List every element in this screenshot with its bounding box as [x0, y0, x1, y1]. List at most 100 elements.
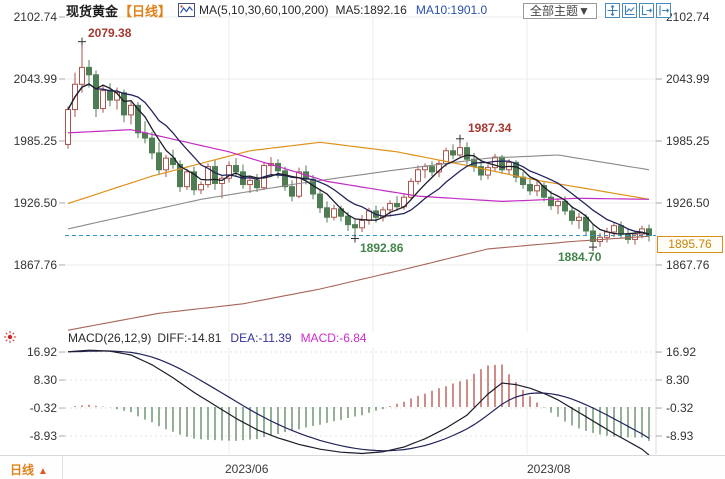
candle-body[interactable] [65, 109, 71, 145]
candle-body[interactable] [254, 179, 260, 189]
timeline-bar: 日线 ▲ 2023/06 2023/08 [0, 455, 725, 479]
price-axis-label: 2102.74 [14, 10, 58, 24]
candle-body[interactable] [352, 224, 358, 229]
candle-body[interactable] [289, 186, 295, 197]
candle-body[interactable] [541, 185, 547, 198]
candle-body[interactable] [156, 152, 162, 171]
candle-body[interactable] [100, 90, 106, 110]
price-axis-label: 1926.50 [14, 196, 58, 210]
candle-body[interactable] [184, 171, 190, 188]
period-tab[interactable]: 日线 ▲ [10, 461, 48, 478]
jump-latest-icon[interactable] [656, 3, 671, 18]
timeline-separator [62, 456, 63, 479]
candle-body[interactable] [121, 92, 127, 116]
candle-body[interactable] [457, 147, 463, 156]
candle-body[interactable] [345, 215, 351, 226]
last-price-badge: 1895.76 [657, 236, 723, 253]
candle-body[interactable] [450, 150, 456, 156]
axis-scale-icon[interactable] [622, 3, 637, 18]
candle-body[interactable] [548, 196, 554, 207]
ma5-line [67, 83, 650, 236]
candle-body[interactable] [611, 225, 617, 233]
scroll-right-icon[interactable] [639, 3, 654, 18]
candle-body[interactable] [324, 207, 330, 218]
price-axis-label: 1867.76 [666, 258, 710, 272]
candle-body[interactable] [618, 225, 624, 235]
macd-diff-line [67, 349, 650, 456]
macd-axis-label: -0.32 [666, 401, 694, 415]
candle-body[interactable] [247, 179, 253, 186]
x-axis-label: 2023/08 [527, 462, 571, 476]
candle-body[interactable] [464, 147, 470, 160]
macd-axis-label: 8.30 [34, 373, 58, 387]
ma30-line [67, 129, 650, 203]
candle-body[interactable] [499, 156, 505, 171]
theme-dropdown-button[interactable]: 全部主题▼ [523, 3, 597, 19]
candle-body[interactable] [394, 203, 400, 208]
candle-body[interactable] [485, 167, 491, 176]
price-axis-label: 2043.99 [666, 72, 710, 86]
macd-hist-value: MACD:-6.84 [300, 331, 367, 345]
candle-body[interactable] [590, 230, 596, 243]
macd-axis-label: 16.92 [27, 345, 57, 359]
candle-body[interactable] [86, 66, 92, 76]
macd-diff-value: DIFF:-14.81 [157, 331, 222, 345]
symbol-name: 现货黄金 [66, 3, 119, 19]
high-price-annotation: 1987.34 [468, 121, 512, 135]
macd-axis-label: -8.93 [30, 429, 58, 443]
candle-body[interactable] [79, 66, 85, 85]
chart-toolbar [603, 3, 671, 18]
period-tag: 【日线】 [119, 3, 172, 19]
candle-body[interactable] [282, 170, 288, 188]
candle-body[interactable] [128, 104, 134, 116]
ma10-value: MA10:1901.0 [415, 3, 488, 17]
candle-body[interactable] [331, 208, 337, 218]
candle-body[interactable] [177, 163, 183, 188]
candle-body[interactable] [555, 200, 561, 207]
candle-body[interactable] [576, 216, 582, 221]
candle-body[interactable] [415, 169, 421, 182]
candle-body[interactable] [387, 203, 393, 211]
candle-body[interactable] [422, 166, 428, 171]
low-price-annotation: 1892.86 [360, 241, 404, 255]
candle-body[interactable] [478, 166, 484, 176]
candle-body[interactable] [513, 161, 519, 178]
candle-body[interactable] [212, 166, 218, 184]
candle-body[interactable] [408, 180, 414, 198]
candle-body[interactable] [135, 104, 141, 134]
candle-body[interactable] [93, 74, 99, 110]
candle-body[interactable] [149, 137, 155, 154]
candle-body[interactable] [562, 200, 568, 212]
macd-dea-value: DEA:-11.39 [230, 331, 292, 345]
indicator-settings-icon[interactable] [3, 330, 17, 344]
candle-body[interactable] [226, 165, 232, 179]
candle-body[interactable] [170, 157, 176, 165]
candle-body[interactable] [163, 157, 169, 171]
line-chart-icon[interactable] [178, 3, 196, 17]
macd-axis-label: 16.92 [666, 345, 696, 359]
candle-body[interactable] [534, 185, 540, 192]
candle-body[interactable] [107, 90, 113, 101]
ma200-line [67, 235, 650, 331]
candle-body[interactable] [625, 233, 631, 240]
ma10-line [67, 83, 650, 235]
candle-body[interactable] [583, 216, 589, 232]
candle-body[interactable] [198, 184, 204, 191]
candle-body[interactable] [429, 166, 435, 173]
macd-axis-label: -0.32 [30, 401, 58, 415]
candle-body[interactable] [569, 210, 575, 221]
crosshair-pan-icon[interactable] [605, 3, 620, 18]
price-axis-label: 1867.76 [14, 258, 58, 272]
period-tab-label: 日线 [10, 463, 35, 477]
candle-body[interactable] [317, 193, 323, 209]
candle-body[interactable] [359, 219, 365, 229]
candle-body[interactable] [527, 184, 533, 192]
candle-body[interactable] [233, 165, 239, 173]
candle-body[interactable] [191, 171, 197, 191]
candle-body[interactable] [205, 166, 211, 186]
price-axis-label: 2102.74 [666, 10, 710, 24]
macd-dea-line [67, 350, 650, 452]
ma100-line [67, 154, 650, 230]
